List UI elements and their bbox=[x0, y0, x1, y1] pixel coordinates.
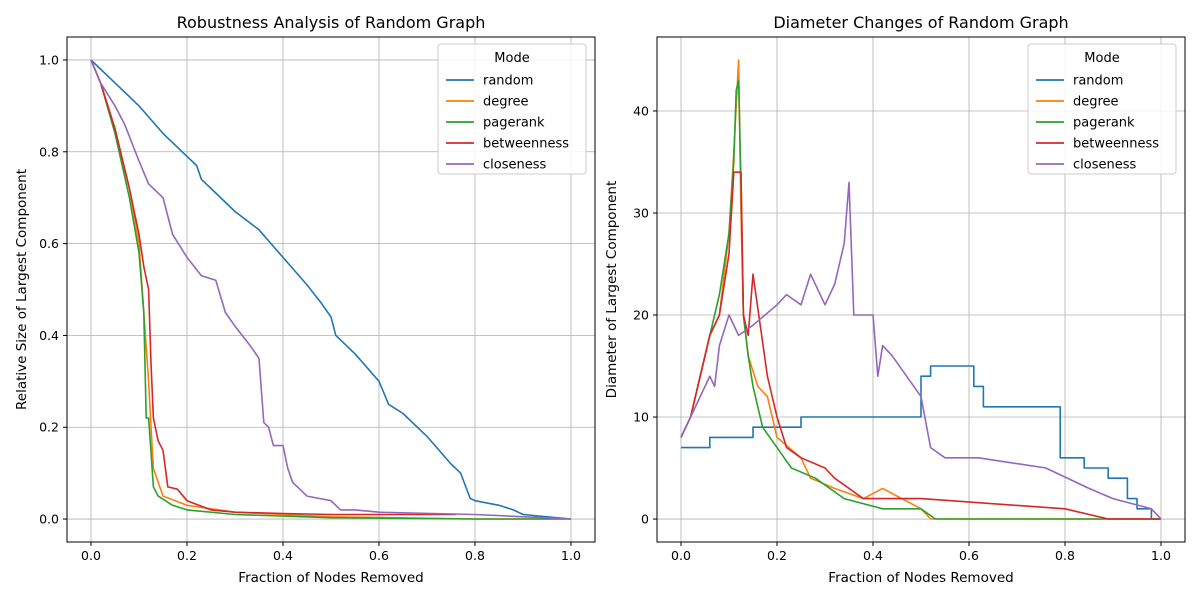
left-ytick-label-2: 0.4 bbox=[39, 328, 59, 343]
left-legend-title: Mode bbox=[494, 51, 529, 66]
left-legend-label-degree: degree bbox=[483, 95, 529, 110]
right-legend-title: Mode bbox=[1084, 51, 1119, 66]
right-ytick-label-1: 10 bbox=[633, 410, 649, 425]
right-xtick-label-4: 0.8 bbox=[1055, 548, 1075, 563]
left-legend-label-closeness: closeness bbox=[483, 158, 546, 173]
left-ytick-label-5: 1.0 bbox=[39, 52, 59, 67]
right-chart: 0.0 0.2 0.4 0.6 0.8 1.0 0 10 20 30 40 Diameter Chan… bbox=[604, 13, 1186, 586]
left-xtick-label-5: 1.0 bbox=[561, 548, 581, 563]
right-legend: Mode random degree pagerank betweenness close… bbox=[1027, 43, 1177, 175]
right-series-closeness bbox=[680, 181, 1162, 520]
right-axes-frame bbox=[656, 36, 1186, 543]
right-ytick-label-3: 30 bbox=[633, 205, 649, 220]
right-chart-title: Diameter Changes of Random Graph bbox=[773, 13, 1068, 32]
right-legend-label-random: random bbox=[1073, 74, 1123, 89]
left-y-axis-title: Relative Size of Largest Component bbox=[14, 169, 30, 410]
left-legend-label-random: random bbox=[483, 74, 533, 89]
left-legend-label-betweenness: betweenness bbox=[483, 137, 569, 152]
right-x-axis-title: Fraction of Nodes Removed bbox=[828, 570, 1013, 586]
right-legend-label-betweenness: betweenness bbox=[1073, 137, 1159, 152]
right-xtick-label-0: 0.0 bbox=[671, 548, 691, 563]
right-legend-label-degree: degree bbox=[1073, 95, 1119, 110]
left-series-pagerank bbox=[90, 59, 571, 520]
left-xtick-label-1: 0.2 bbox=[177, 548, 197, 563]
left-series-random bbox=[90, 59, 572, 520]
left-xtick-label-0: 0.0 bbox=[81, 548, 101, 563]
left-ytick-label-1: 0.2 bbox=[39, 420, 59, 435]
left-ytick-label-4: 0.8 bbox=[39, 144, 59, 159]
right-series-pagerank bbox=[680, 79, 1161, 520]
left-x-axis-title: Fraction of Nodes Removed bbox=[238, 570, 423, 586]
left-legend-box bbox=[437, 43, 587, 175]
left-series-closeness bbox=[90, 59, 572, 520]
right-ytick-label-4: 40 bbox=[633, 103, 649, 118]
right-ytick-label-2: 20 bbox=[633, 308, 649, 323]
left-series-betweenness bbox=[90, 59, 456, 516]
left-chart: 0.0 0.2 0.4 0.6 0.8 1.0 0.0 0.2 0.4 0.6 0.8 1.0 Robu… bbox=[14, 13, 596, 586]
right-xtick-label-1: 0.2 bbox=[767, 548, 787, 563]
right-series-random bbox=[681, 365, 1161, 520]
left-xtick-label-2: 0.4 bbox=[273, 548, 293, 563]
right-xtick-label-2: 0.4 bbox=[863, 548, 883, 563]
right-xtick-label-3: 0.6 bbox=[959, 548, 979, 563]
right-legend-box bbox=[1027, 43, 1177, 175]
left-axes-frame bbox=[66, 36, 596, 543]
right-series-betweenness bbox=[680, 171, 1161, 520]
left-legend: Mode random degree pagerank betweenness close… bbox=[437, 43, 587, 175]
left-legend-label-pagerank: pagerank bbox=[483, 116, 545, 131]
left-ytick-label-0: 0.0 bbox=[39, 512, 59, 527]
left-xtick-label-3: 0.6 bbox=[369, 548, 389, 563]
left-ytick-label-3: 0.6 bbox=[39, 236, 59, 251]
right-xtick-label-5: 1.0 bbox=[1151, 548, 1171, 563]
right-series-group bbox=[680, 59, 1162, 520]
right-y-axis-title: Diameter of Largest Component bbox=[604, 181, 620, 399]
right-legend-label-pagerank: pagerank bbox=[1073, 116, 1135, 131]
right-ytick-label-0: 0 bbox=[641, 512, 649, 527]
left-xtick-label-4: 0.8 bbox=[465, 548, 485, 563]
left-series-group bbox=[90, 59, 572, 520]
right-legend-label-closeness: closeness bbox=[1073, 158, 1136, 173]
left-chart-title: Robustness Analysis of Random Graph bbox=[177, 13, 486, 32]
